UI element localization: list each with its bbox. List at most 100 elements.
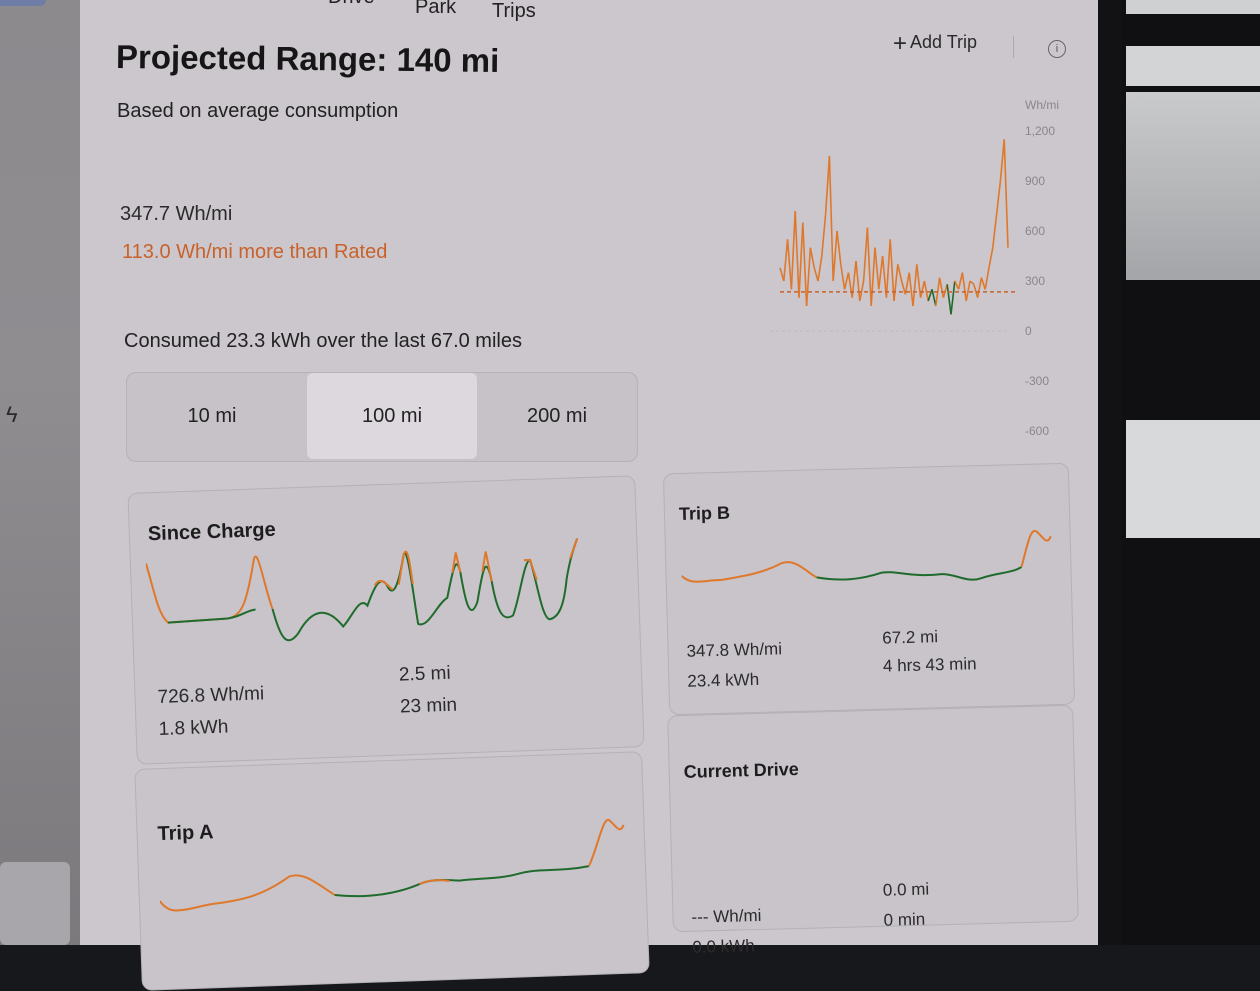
chart-series-segment: [786, 239, 793, 290]
chart-series-segment: [973, 284, 979, 298]
chart-series-segment: [885, 239, 891, 298]
chart-series-segment: [790, 210, 796, 290]
range-option-200[interactable]: 200 mi: [526, 405, 588, 427]
chart-series-segment: [984, 267, 990, 290]
trip-energy: 23.4 kWh: [687, 669, 760, 691]
tab-park[interactable]: Park: [415, 0, 457, 18]
chart-series-segment: [878, 255, 884, 290]
chart-series-segment: [843, 272, 850, 290]
trip-efficiency: 347.8 Wh/mi: [686, 639, 783, 661]
trip-efficiency: 726.8 Wh/mi: [157, 683, 265, 709]
chart-tick-label: 0: [1025, 324, 1032, 338]
card-title: Current Drive: [683, 758, 799, 782]
chart-series: [779, 139, 1009, 315]
background-left-accent: [0, 0, 46, 6]
chart-series-segment: [897, 264, 903, 282]
consumption-chart: Wh/mi 1,200 900 600 300 0 -300 -600: [770, 98, 1059, 438]
chart-series-segment: [836, 230, 842, 265]
chart-series-segment: [904, 272, 910, 295]
chart-series-segment: [874, 247, 880, 290]
chart-series-segment: [950, 280, 956, 315]
chart-series-segment: [805, 247, 812, 307]
chart-series-segment: [889, 239, 895, 302]
trip-card-since-charge[interactable]: Since Charge 726.8 Wh/mi 1.8 kWh 2.5 mi …: [127, 475, 645, 765]
chart-series-segment: [881, 255, 888, 298]
chart-series-segment: [980, 277, 986, 290]
tab-drive[interactable]: Drive: [328, 0, 375, 9]
chart-series-segment: [942, 284, 948, 298]
page-title: Projected Range: 140 mi: [115, 37, 500, 80]
chart-series-segment: [999, 139, 1005, 182]
chart-series-segment: [893, 264, 899, 302]
chart-series-segment: [923, 280, 929, 302]
chart-series-segment: [870, 247, 876, 307]
background-left: [0, 0, 95, 945]
trip-card-trip-a[interactable]: Trip A: [134, 751, 650, 991]
trip-duration: 4 hrs 43 min: [882, 654, 977, 676]
average-consumption: 347.7 Wh/mi: [120, 203, 233, 225]
chart-series-segment: [828, 155, 834, 282]
consumption-summary: Consumed 23.3 kWh over the last 67.0 mil…: [124, 330, 522, 352]
chart-series-segment: [1003, 139, 1009, 248]
trip-energy: 0.0 kWh: [692, 936, 755, 957]
trip-distance: 2.5 mi: [398, 662, 452, 686]
trip-b-sparkline: [680, 529, 1052, 583]
card-title: Trip B: [678, 502, 731, 524]
chart-series-segment: [832, 230, 838, 282]
chart-series-segment: [957, 272, 964, 290]
background-window: [1126, 0, 1260, 14]
tab-trips[interactable]: Trips: [492, 0, 536, 22]
chart-series-segment: [969, 280, 975, 285]
trip-distance: 0.0 mi: [882, 879, 930, 900]
chart-series-segment: [821, 214, 827, 257]
lightning-icon: ϟ: [6, 402, 18, 427]
chart-series-segment: [866, 227, 872, 307]
chart-series-segment: [817, 255, 823, 282]
chart-series-segment: [995, 180, 1002, 215]
range-option-100[interactable]: 100 mi: [307, 373, 477, 459]
consumption-difference: 113.0 Wh/mi more than Rated: [122, 241, 388, 263]
chart-series-segment: [992, 214, 998, 248]
chart-series-segment: [862, 227, 869, 282]
page-subtitle: Based on average consumption: [117, 100, 399, 122]
trip-duration: 23 min: [399, 694, 458, 718]
chart-series-segment: [927, 289, 933, 302]
chart-tick-label: 300: [1025, 274, 1045, 288]
chart-series-segment: [938, 277, 945, 298]
plus-icon: +: [893, 30, 908, 57]
since-charge-sparkline: [145, 537, 579, 642]
energy-app-screen: Drive Park Trips Projected Range: 140 mi…: [80, 0, 1098, 991]
trip-efficiency: --- Wh/mi: [691, 905, 762, 927]
chart-series-segment: [900, 280, 907, 295]
chart-series-segment: [840, 264, 846, 290]
chart-tick-label: -300: [1025, 374, 1049, 388]
chart-series-segment: [809, 247, 815, 268]
background-window: [1126, 46, 1260, 86]
chart-series-segment: [824, 155, 831, 215]
chart-series-segment: [813, 267, 819, 282]
chart-ticks: 1,200 900 600 300 0 -300 -600: [1025, 124, 1055, 438]
chart-series-segment: [954, 280, 960, 290]
chart-series-segment: [965, 280, 971, 302]
card-title: Since Charge: [147, 518, 276, 546]
chart-tick-label: 1,200: [1025, 124, 1055, 138]
chart-series-segment: [961, 272, 967, 302]
trip-a-sparkline: [159, 819, 625, 912]
chart-tick-label: 900: [1025, 174, 1045, 188]
chart-series-segment: [912, 264, 918, 307]
chart-series-segment: [794, 210, 800, 298]
chart-tick-label: -600: [1025, 424, 1049, 438]
add-trip-button[interactable]: + Add Trip: [893, 30, 977, 58]
chart-series-segment: [779, 267, 785, 282]
chart-series-segment: [783, 239, 789, 282]
trip-card-current-drive[interactable]: Current Drive --- Wh/mi 0.0 kWh 0.0 mi 0…: [667, 704, 1079, 957]
trip-energy: 1.8 kWh: [158, 716, 229, 740]
chart-series-segment: [802, 222, 808, 307]
info-icon[interactable]: i: [1048, 40, 1066, 58]
trip-card-trip-b[interactable]: Trip B 347.8 Wh/mi 23.4 kWh 67.2 mi 4 hr…: [662, 462, 1076, 716]
header-divider: [1013, 36, 1014, 58]
chart-series-segment: [931, 289, 937, 307]
chart-series-segment: [847, 272, 853, 298]
trip-duration: 0 min: [883, 909, 926, 930]
range-option-10[interactable]: 10 mi: [187, 405, 237, 427]
